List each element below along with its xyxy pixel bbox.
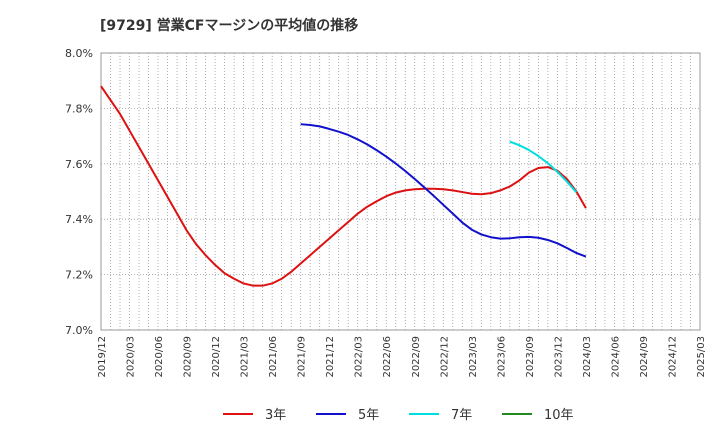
x-tick-label: 2023/06 bbox=[496, 336, 507, 378]
x-axis-ticks: 2019/12 2020/03 2020/06 2020/09 2020/12 2021/… bbox=[97, 336, 707, 378]
legend-label: 3年 bbox=[265, 408, 286, 423]
x-tick-label: 2023/03 bbox=[468, 336, 479, 378]
y-tick-label: 7.4% bbox=[65, 213, 93, 226]
vertical-gridlines bbox=[110, 53, 691, 330]
legend-item: 3年 bbox=[223, 408, 286, 423]
x-tick-label: 2019/12 bbox=[97, 336, 108, 378]
y-tick-label: 7.2% bbox=[65, 269, 93, 282]
x-tick-label: 2021/09 bbox=[297, 336, 308, 378]
x-tick-label: 2025/03 bbox=[696, 336, 707, 378]
legend-label: 10年 bbox=[544, 408, 574, 423]
x-tick-label: 2022/09 bbox=[411, 336, 422, 378]
legend-item: 5年 bbox=[316, 408, 379, 423]
x-tick-label: 2024/12 bbox=[667, 336, 678, 378]
x-tick-label: 2024/06 bbox=[610, 336, 621, 378]
series-line bbox=[300, 123, 587, 258]
series-lines bbox=[100, 85, 587, 287]
x-tick-label: 2020/03 bbox=[126, 336, 137, 378]
x-tick-label: 2021/06 bbox=[268, 336, 279, 378]
series-line bbox=[509, 140, 578, 193]
x-tick-label: 2022/12 bbox=[439, 336, 450, 378]
y-tick-label: 8.0% bbox=[65, 47, 93, 60]
x-tick-label: 2023/12 bbox=[553, 336, 564, 378]
legend: 3年 5年 7年 10年 bbox=[223, 408, 574, 423]
y-tick-label: 7.8% bbox=[65, 102, 93, 115]
horizontal-gridlines bbox=[101, 108, 700, 276]
x-tick-label: 2023/09 bbox=[525, 336, 536, 378]
x-tick-label: 2021/12 bbox=[325, 336, 336, 378]
legend-label: 7年 bbox=[451, 408, 472, 423]
x-tick-label: 2020/12 bbox=[211, 336, 222, 378]
x-tick-label: 2021/03 bbox=[240, 336, 251, 378]
y-tick-label: 7.0% bbox=[65, 324, 93, 337]
chart-title: [9729] 営業CFマージンの平均値の推移 bbox=[100, 17, 358, 34]
series-line bbox=[100, 85, 587, 287]
x-tick-label: 2020/09 bbox=[183, 336, 194, 378]
x-tick-label: 2022/06 bbox=[382, 336, 393, 378]
plot-area bbox=[100, 52, 701, 331]
y-tick-label: 7.6% bbox=[65, 158, 93, 171]
x-tick-label: 2020/06 bbox=[154, 336, 165, 378]
x-tick-label: 2022/03 bbox=[354, 336, 365, 378]
legend-item: 10年 bbox=[502, 408, 574, 423]
x-tick-label: 2024/09 bbox=[639, 336, 650, 378]
x-tick-label: 2024/03 bbox=[582, 336, 593, 378]
legend-item: 7年 bbox=[409, 408, 472, 423]
legend-label: 5年 bbox=[358, 408, 379, 423]
y-axis-ticks: 7.0% 7.2% 7.4% 7.6% 7.8% 8.0% bbox=[65, 47, 93, 337]
